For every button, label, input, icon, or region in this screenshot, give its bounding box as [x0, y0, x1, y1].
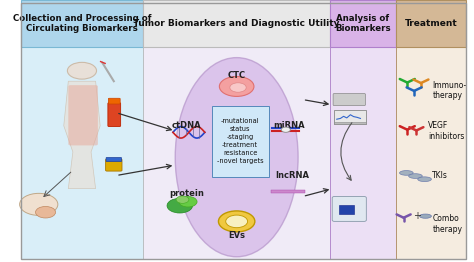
FancyBboxPatch shape [68, 85, 98, 145]
Text: CTC: CTC [228, 72, 246, 80]
Circle shape [219, 211, 255, 232]
Text: Immuno-
therapy: Immuno- therapy [432, 81, 466, 100]
FancyBboxPatch shape [396, 0, 466, 47]
Text: +: + [413, 211, 421, 221]
FancyBboxPatch shape [333, 94, 365, 106]
Text: TKIs: TKIs [432, 171, 448, 180]
Text: EVs: EVs [228, 231, 245, 240]
Text: miRNA: miRNA [273, 121, 305, 130]
Ellipse shape [409, 174, 422, 178]
FancyBboxPatch shape [334, 110, 366, 124]
FancyBboxPatch shape [108, 103, 120, 127]
Circle shape [179, 196, 197, 207]
Circle shape [19, 193, 58, 215]
FancyBboxPatch shape [211, 106, 268, 177]
FancyBboxPatch shape [20, 0, 143, 47]
Circle shape [167, 198, 192, 213]
FancyBboxPatch shape [330, 47, 396, 259]
FancyBboxPatch shape [109, 98, 120, 104]
Circle shape [230, 83, 246, 92]
Text: Collection and Processing of
Circulating Biomarkers: Collection and Processing of Circulating… [13, 14, 151, 33]
Circle shape [281, 127, 291, 132]
Circle shape [36, 206, 55, 218]
FancyBboxPatch shape [271, 190, 305, 193]
Text: VEGF
inhibitors: VEGF inhibitors [428, 121, 464, 141]
FancyBboxPatch shape [332, 196, 366, 221]
Circle shape [67, 62, 97, 79]
Text: Treatment: Treatment [405, 19, 457, 28]
Polygon shape [64, 81, 100, 189]
Text: -mutational
status
-staging
-treatment
resistance
-novel targets: -mutational status -staging -treatment r… [217, 118, 264, 165]
FancyBboxPatch shape [143, 0, 330, 47]
FancyBboxPatch shape [339, 205, 354, 214]
FancyBboxPatch shape [396, 47, 466, 259]
Ellipse shape [419, 214, 431, 218]
FancyBboxPatch shape [106, 157, 121, 162]
Text: ctDNA: ctDNA [172, 121, 201, 130]
Ellipse shape [400, 171, 413, 175]
Ellipse shape [418, 177, 431, 182]
Text: lncRNA: lncRNA [275, 171, 310, 180]
FancyBboxPatch shape [20, 47, 143, 259]
FancyBboxPatch shape [106, 159, 122, 171]
Circle shape [226, 215, 247, 228]
Text: Tumor Biomarkers and Diagnostic Utility: Tumor Biomarkers and Diagnostic Utility [133, 19, 340, 28]
Text: Combo
therapy: Combo therapy [432, 214, 462, 234]
Circle shape [176, 196, 189, 203]
FancyBboxPatch shape [330, 0, 396, 47]
Text: protein: protein [169, 189, 204, 198]
FancyBboxPatch shape [334, 122, 366, 124]
Circle shape [219, 77, 254, 96]
FancyBboxPatch shape [143, 47, 330, 259]
Text: Analysis of
Biomarkers: Analysis of Biomarkers [335, 14, 391, 33]
Ellipse shape [175, 58, 298, 257]
